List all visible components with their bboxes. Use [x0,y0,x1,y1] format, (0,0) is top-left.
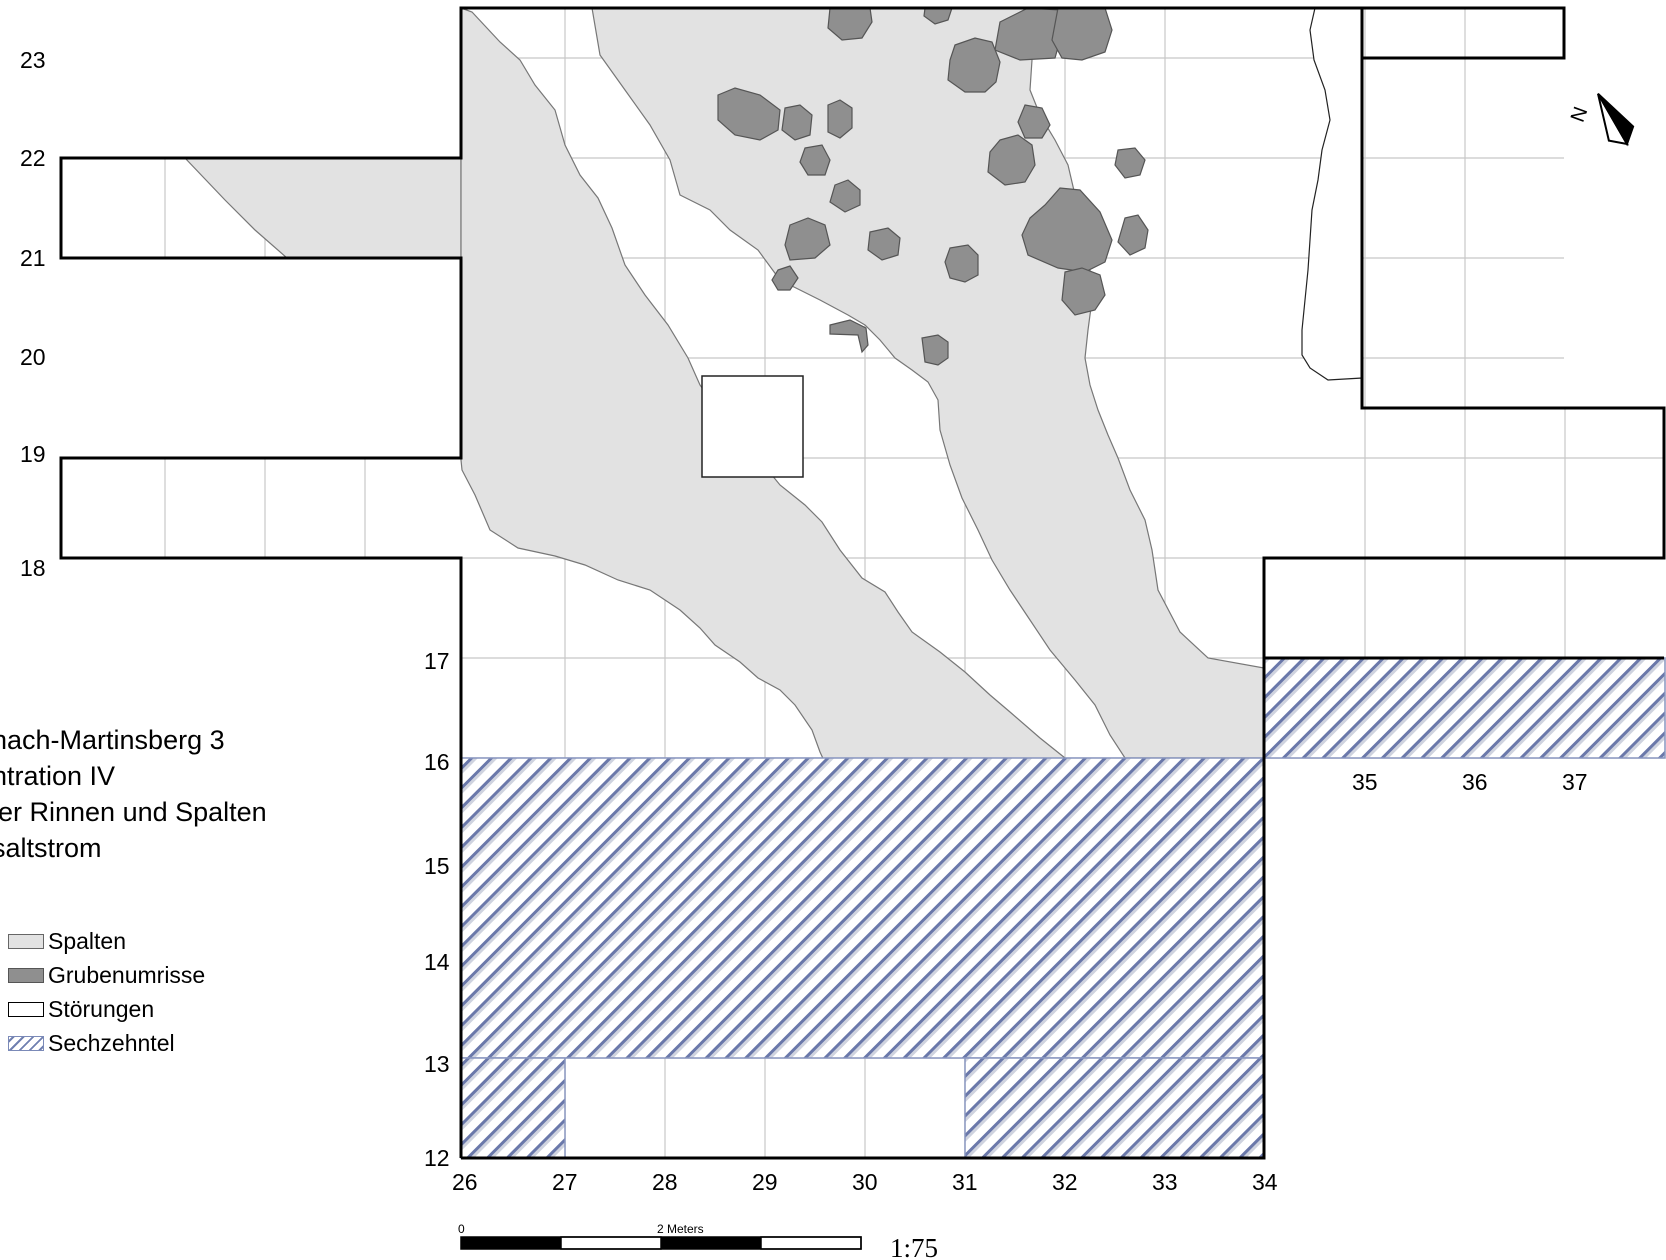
pit [947,37,1001,93]
pit [1051,7,1113,61]
spalten-swatch [8,933,44,949]
pit [1061,267,1106,316]
col-label: 36 [1462,769,1488,795]
north-arrow: N [1567,93,1635,147]
pit [1114,147,1146,179]
legend-item-stoerungen: Störungen [8,992,205,1026]
title-line: ler Rinnen und Spalten [0,797,267,827]
title-line: ntration IV [0,761,116,791]
grid-labels-right: 35 36 37 [1352,769,1588,795]
legend-item-gruben: Grubenumrisse [8,958,205,992]
legend-item-spalten: Spalten [8,924,205,958]
sechzehntel-block [460,757,1265,1059]
spalte-band-west [183,157,462,259]
row-label: 14 [424,949,450,975]
grid-labels-bottom: 26 27 28 29 30 31 32 33 34 [452,1169,1278,1195]
basaltstrom-outline [1301,7,1363,381]
grid-labels-center: 17 16 15 14 13 12 [424,648,450,1171]
row-label: 16 [424,749,450,775]
col-label: 33 [1152,1169,1178,1195]
legend-label: Grubenumrisse [48,962,206,988]
pit [867,227,901,261]
col-label: 37 [1562,769,1588,795]
col-label: 35 [1352,769,1378,795]
stoerung-box [701,375,804,478]
pit [717,87,781,141]
pit [799,144,831,176]
col-label: 28 [652,1169,678,1195]
grid-labels-left: 23 22 21 20 19 18 [20,47,46,581]
stoerungen-swatch [8,1001,44,1017]
north-label: N [1567,104,1593,125]
pit [771,265,799,291]
pit [829,179,861,213]
legend-label: Spalten [48,928,127,954]
excavation-outline [59,6,1666,1160]
scale-ratio: 1:75 [890,1233,938,1260]
pit [784,217,831,261]
legend-label: Störungen [48,996,155,1022]
row-label: 22 [20,145,46,171]
sechzehntel-block [1263,657,1666,759]
col-label: 30 [852,1169,878,1195]
row-label: 19 [20,441,46,467]
legend: Spalten Grubenumrisse Störungen Sechzehn… [8,924,205,1060]
row-label: 18 [20,555,46,581]
row-label: 17 [424,648,450,674]
pit [944,244,979,283]
scale-mid-label: 2 Meters [657,1222,704,1236]
pit [827,99,853,139]
col-label: 29 [752,1169,778,1195]
pit [987,134,1036,186]
scale-bar: 0 2 Meters 1:75 [458,1222,938,1260]
title-line: saltstrom [0,833,102,863]
pit [1017,104,1051,139]
row-label: 15 [424,853,450,879]
col-label: 26 [452,1169,478,1195]
map-title: nach-Martinsberg 3 ntration IV ler Rinne… [0,722,267,866]
pit [829,319,869,354]
pit [1117,214,1149,256]
sechzehntel-block [964,1057,1265,1159]
row-label: 20 [20,344,46,370]
pit [921,334,949,366]
pit [781,104,813,141]
col-label: 27 [552,1169,578,1195]
row-label: 13 [424,1051,450,1077]
scale-start-label: 0 [458,1222,465,1236]
gruben-pits [717,7,1149,366]
col-label: 32 [1052,1169,1078,1195]
sechzehntel-areas [460,657,1666,1159]
row-label: 23 [20,47,46,73]
legend-label: Sechzehntel [48,1030,175,1056]
sechzehntel-block [460,1057,566,1159]
row-label: 12 [424,1145,450,1171]
gruben-swatch [8,967,44,983]
col-label: 31 [952,1169,978,1195]
spalte-band-main [460,7,1067,766]
row-label: 21 [20,245,46,271]
title-line: nach-Martinsberg 3 [0,725,225,755]
pit [1021,187,1113,273]
col-label: 34 [1252,1169,1278,1195]
sechzehntel-swatch [8,1035,44,1051]
legend-item-sechzehntel: Sechzehntel [8,1026,205,1060]
